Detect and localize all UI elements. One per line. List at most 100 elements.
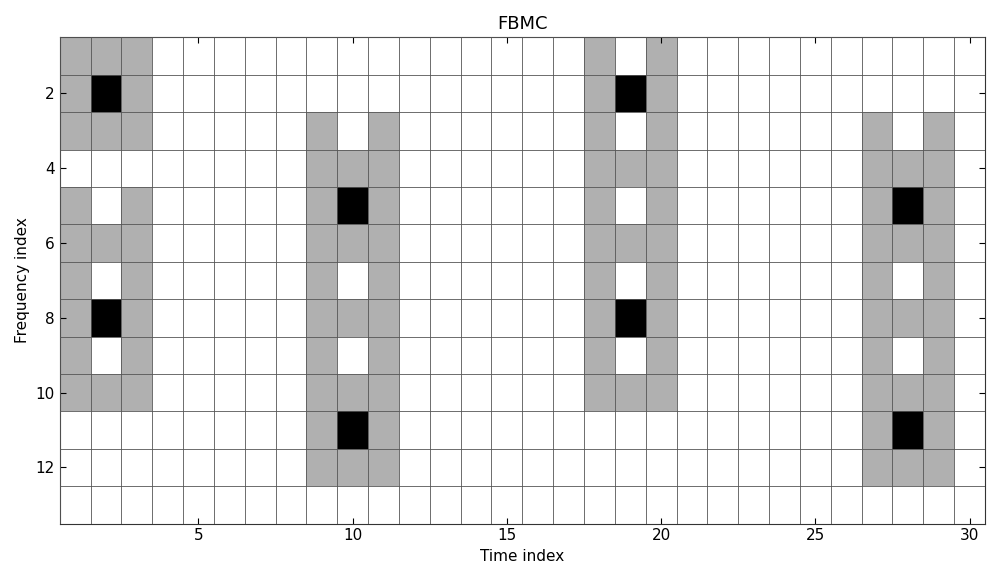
Bar <box>368 262 399 299</box>
Bar <box>862 374 892 411</box>
Bar <box>337 149 368 187</box>
Bar <box>306 449 337 486</box>
Bar <box>337 449 368 486</box>
Bar <box>862 149 892 187</box>
Bar <box>368 224 399 262</box>
Bar <box>646 37 677 75</box>
Bar <box>121 336 152 374</box>
Bar <box>368 299 399 336</box>
Bar <box>923 187 954 224</box>
Bar <box>646 262 677 299</box>
Bar <box>91 37 121 75</box>
Bar <box>892 149 923 187</box>
Bar <box>892 299 923 336</box>
Bar <box>584 374 615 411</box>
Bar <box>862 299 892 336</box>
Bar <box>91 299 121 336</box>
Bar <box>862 449 892 486</box>
Bar <box>368 112 399 149</box>
Bar <box>584 336 615 374</box>
Title: FBMC: FBMC <box>497 15 548 33</box>
Bar <box>584 112 615 149</box>
Bar <box>306 112 337 149</box>
Bar <box>615 299 646 336</box>
Bar <box>923 411 954 449</box>
Bar <box>121 187 152 224</box>
Bar <box>584 299 615 336</box>
Bar <box>646 187 677 224</box>
Bar <box>337 224 368 262</box>
Bar <box>615 224 646 262</box>
Bar <box>60 187 91 224</box>
Bar <box>60 299 91 336</box>
Bar <box>862 336 892 374</box>
Bar <box>892 449 923 486</box>
Bar <box>615 299 646 336</box>
Bar <box>923 112 954 149</box>
Bar <box>337 411 368 449</box>
Bar <box>121 262 152 299</box>
Bar <box>646 112 677 149</box>
Bar <box>306 374 337 411</box>
Bar <box>584 262 615 299</box>
Bar <box>60 224 91 262</box>
Bar <box>368 187 399 224</box>
Bar <box>306 299 337 336</box>
Bar <box>368 449 399 486</box>
Bar <box>60 75 91 112</box>
Bar <box>862 112 892 149</box>
Bar <box>121 224 152 262</box>
Bar <box>121 374 152 411</box>
Bar <box>60 374 91 411</box>
Bar <box>306 262 337 299</box>
Bar <box>646 374 677 411</box>
Bar <box>121 112 152 149</box>
Bar <box>368 374 399 411</box>
Bar <box>923 262 954 299</box>
Bar <box>862 187 892 224</box>
Bar <box>306 336 337 374</box>
Bar <box>306 187 337 224</box>
Bar <box>337 374 368 411</box>
Bar <box>306 224 337 262</box>
Bar <box>892 374 923 411</box>
Bar <box>646 224 677 262</box>
Bar <box>91 374 121 411</box>
Bar <box>892 187 923 224</box>
Bar <box>584 37 615 75</box>
Bar <box>862 262 892 299</box>
Bar <box>584 75 615 112</box>
Bar <box>892 224 923 262</box>
Bar <box>923 374 954 411</box>
Bar <box>615 75 646 112</box>
Bar <box>337 187 368 224</box>
Bar <box>646 75 677 112</box>
Bar <box>121 299 152 336</box>
Bar <box>121 75 152 112</box>
Bar <box>923 149 954 187</box>
Bar <box>368 411 399 449</box>
Bar <box>91 112 121 149</box>
Bar <box>121 37 152 75</box>
Y-axis label: Frequency index: Frequency index <box>15 218 30 343</box>
Bar <box>923 224 954 262</box>
Bar <box>60 112 91 149</box>
Bar <box>892 411 923 449</box>
Bar <box>615 149 646 187</box>
Bar <box>923 449 954 486</box>
Bar <box>584 224 615 262</box>
Bar <box>584 149 615 187</box>
Bar <box>91 224 121 262</box>
Bar <box>368 149 399 187</box>
Bar <box>91 299 121 336</box>
Bar <box>60 262 91 299</box>
Bar <box>615 374 646 411</box>
X-axis label: Time index: Time index <box>480 549 564 564</box>
Bar <box>862 224 892 262</box>
Bar <box>584 187 615 224</box>
Bar <box>306 411 337 449</box>
Bar <box>646 336 677 374</box>
Bar <box>60 37 91 75</box>
Bar <box>60 336 91 374</box>
Bar <box>646 299 677 336</box>
